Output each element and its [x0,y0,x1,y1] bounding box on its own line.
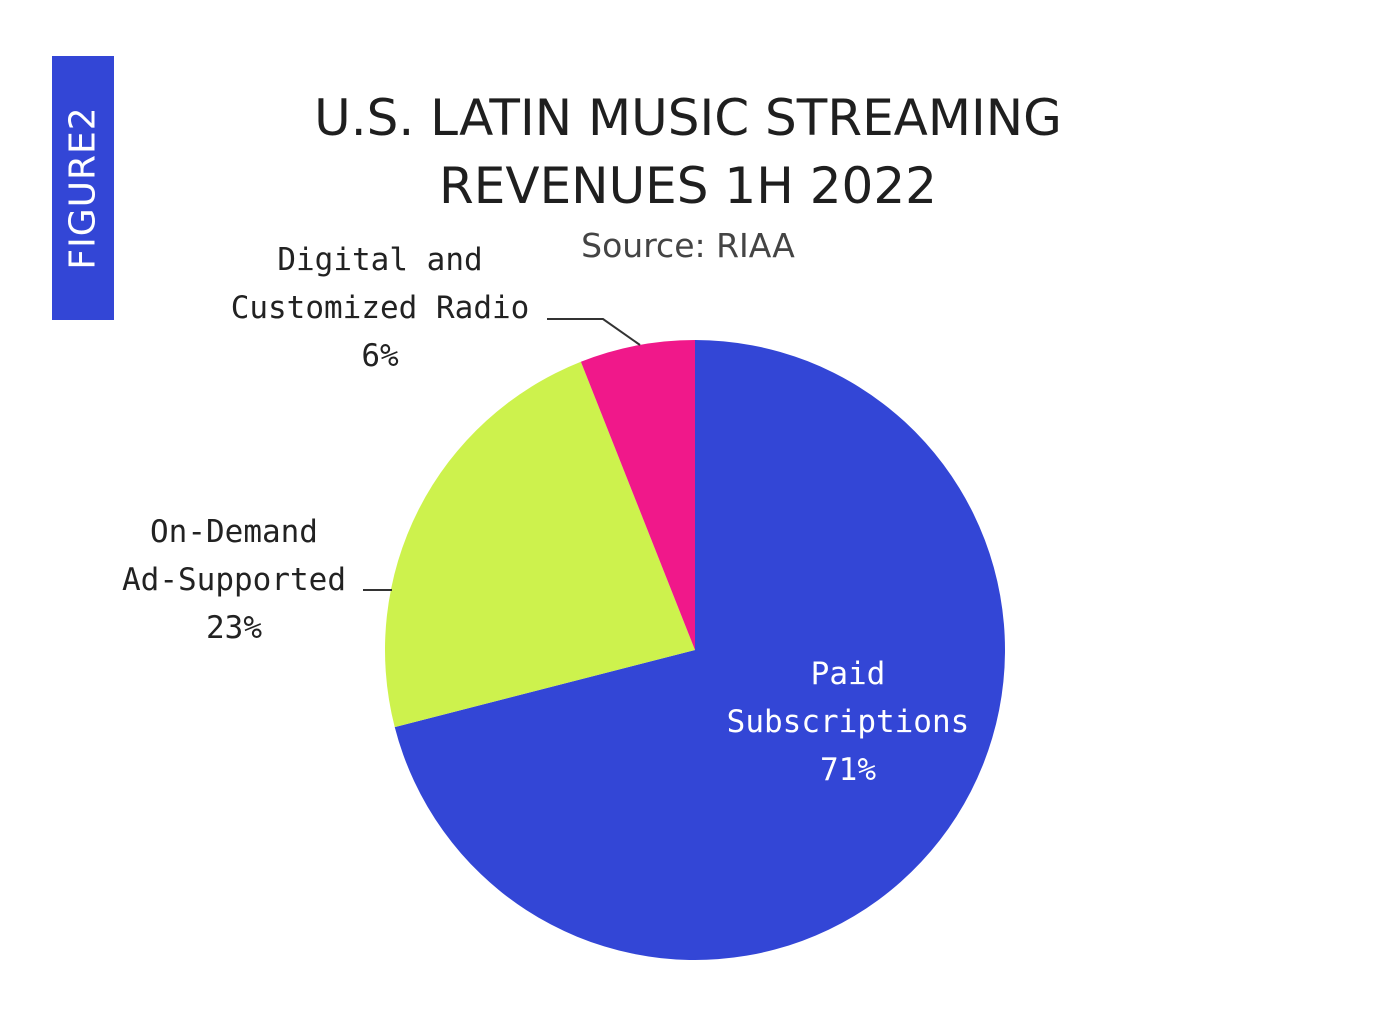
pie-slice-1 [394,340,1006,960]
pie-slice-2 [385,361,695,728]
slice-label-3: Digital and Customized Radio 6% [231,242,530,374]
figure-tab: FIGURE2 [52,56,114,320]
chart-title: U.S. LATIN MUSIC STREAMING REVENUES 1H 2… [0,84,1376,220]
leader-lines [363,318,641,591]
chart-title-line-1: U.S. LATIN MUSIC STREAMING [314,89,1062,147]
slice-label-3-line-2: Customized Radio [231,290,530,326]
slice-label-1: Paid Subscriptions 71% [727,656,970,788]
leader-line-3 [547,318,641,346]
slice-label-1-line-2: Subscriptions [727,704,970,740]
slice-label-3-line-1: Digital and [277,242,482,278]
slice-label-2-line-2: Ad-Supported [122,562,346,598]
chart-title-line-2: REVENUES 1H 2022 [439,157,937,215]
pie-slice-3 [580,340,695,650]
slice-labels: Paid Subscriptions 71% On-Demand Ad-Supporte… [122,242,969,788]
chart-subtitle: Source: RIAA [581,226,795,265]
slice-label-1-line-1: Paid [811,656,886,692]
slice-label-1-line-3: 71% [820,752,876,788]
slice-label-2: On-Demand Ad-Supported 23% [122,514,346,646]
slice-label-3-line-3: 6% [361,338,399,374]
pie-slices [385,340,1006,960]
slice-label-2-line-3: 23% [206,610,262,646]
slice-label-2-line-1: On-Demand [150,514,318,550]
